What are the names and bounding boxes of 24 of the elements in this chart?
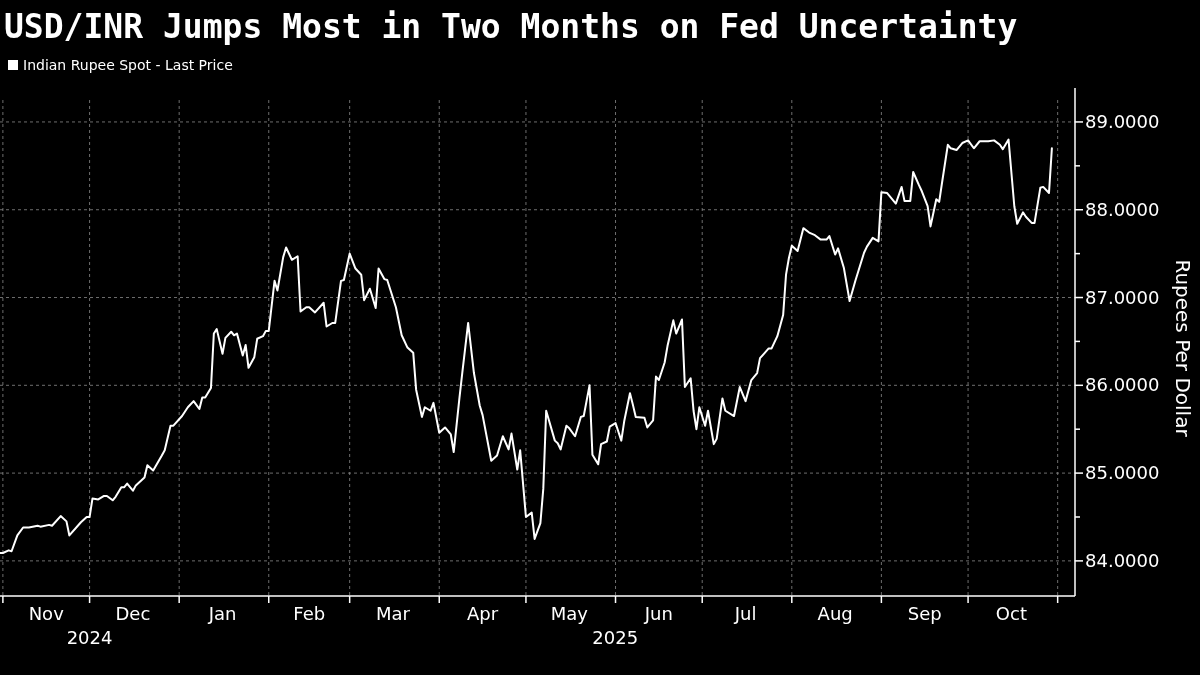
x-tick-label: Apr (467, 603, 499, 624)
x-tick-label: Dec (115, 603, 151, 624)
y-tick-label: 88.0000 (1085, 198, 1160, 220)
x-tick-label: Jan (207, 603, 237, 624)
text: 2025 (592, 627, 639, 648)
x-tick-label: Jun (643, 603, 673, 624)
x-tick-label: May (550, 603, 589, 624)
line-series (0, 138, 1053, 554)
y-tick-label: 86.0000 (1085, 374, 1160, 396)
y-axis-title: Rupees Per Dollar (1171, 259, 1195, 438)
y-tick-label: 84.0000 (1085, 549, 1160, 571)
x-tick-label: Sep (907, 603, 942, 624)
x-tick-label: Oct (995, 603, 1027, 624)
text: 2024 (66, 627, 113, 648)
x-tick-label: Feb (293, 603, 326, 624)
x-tick-label: Mar (376, 603, 411, 624)
legend-label: Indian Rupee Spot - Last Price (23, 57, 233, 73)
chart-title: USD/INR Jumps Most in Two Months on Fed Uncertainty (4, 7, 1018, 46)
y-tick-label: 85.0000 (1085, 462, 1160, 484)
x-tick-label: Aug (817, 603, 853, 624)
x-tick-label: Jul (733, 603, 757, 624)
y-tick-label: 89.0000 (1085, 110, 1160, 132)
x-tick-label: Nov (28, 603, 65, 624)
y-tick-label: 87.0000 (1085, 286, 1160, 308)
